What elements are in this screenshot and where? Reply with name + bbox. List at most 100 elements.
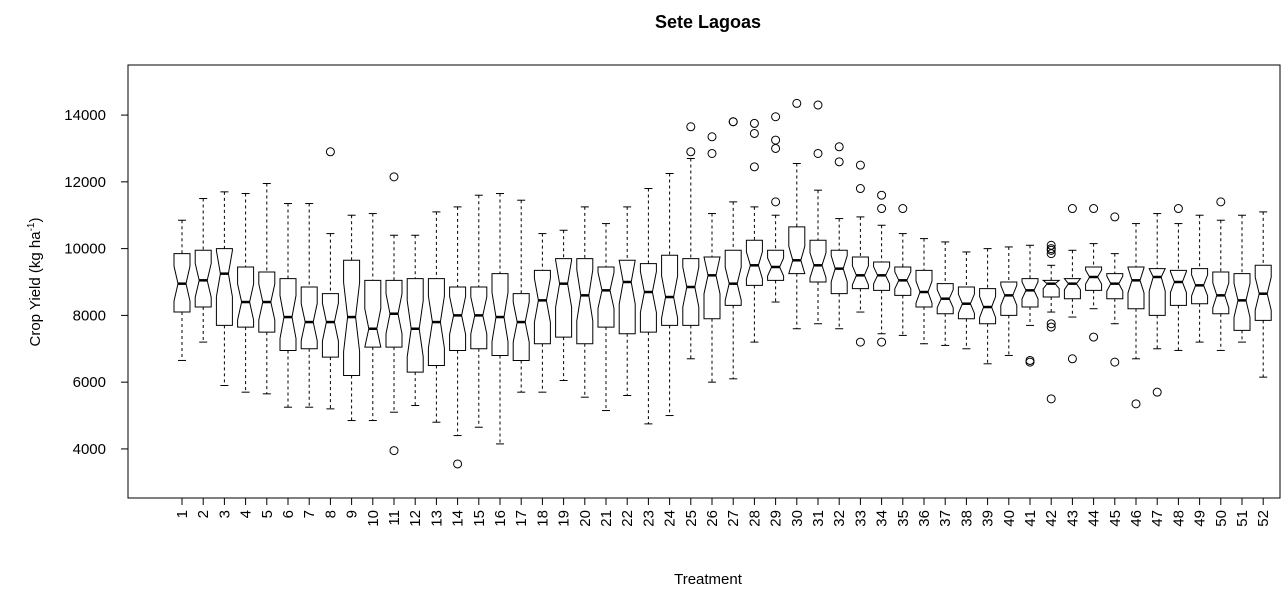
y-axis-label: Crop Yield (kg ha-1)	[26, 218, 44, 347]
box	[661, 254, 679, 326]
box	[1106, 273, 1124, 300]
x-tick-label: 10	[365, 510, 382, 527]
x-tick-label: 13	[428, 510, 445, 527]
x-tick-label: 6	[280, 510, 297, 518]
box	[364, 279, 382, 348]
box	[809, 239, 827, 283]
outlier	[1046, 394, 1056, 404]
x-tick-label: 33	[852, 510, 869, 527]
x-tick-label: 20	[577, 510, 594, 527]
box	[851, 256, 869, 290]
outlier	[792, 98, 802, 108]
box	[1169, 269, 1187, 306]
box	[682, 258, 700, 326]
x-tick-label: 50	[1213, 510, 1230, 527]
outlier	[813, 100, 823, 110]
x-tick-label: 36	[916, 510, 933, 527]
outlier	[1025, 357, 1035, 367]
x-tick-label: 42	[1043, 510, 1060, 527]
box	[1233, 273, 1251, 331]
y-label-sup: -1	[26, 222, 37, 231]
outlier	[877, 190, 887, 200]
outlier	[771, 143, 781, 153]
box	[745, 239, 763, 286]
x-tick-label: 48	[1170, 510, 1187, 527]
box	[830, 249, 848, 295]
chart-title: Sete Lagoas	[655, 12, 761, 32]
outlier	[1067, 204, 1077, 214]
x-tick-label: 2	[195, 510, 212, 518]
x-tick-label: 7	[301, 510, 318, 518]
box	[915, 269, 933, 308]
x-tick-label: 35	[895, 510, 912, 527]
outlier	[834, 157, 844, 167]
x-tick-label: 23	[640, 510, 657, 527]
y-tick-label: 4000	[73, 441, 106, 458]
x-tick-label: 45	[1107, 510, 1124, 527]
outlier	[749, 162, 759, 172]
outlier	[855, 160, 865, 170]
box	[470, 286, 488, 350]
x-tick-label: 44	[1086, 510, 1103, 527]
outlier	[749, 128, 759, 138]
box	[449, 286, 467, 351]
y-tick-label: 14000	[64, 107, 106, 124]
x-tick-label: 39	[980, 510, 997, 527]
x-tick-label: 30	[789, 510, 806, 527]
x-tick-label: 9	[344, 510, 361, 518]
outlier	[1046, 245, 1056, 255]
outlier	[1216, 197, 1226, 207]
x-tick-label: 47	[1149, 510, 1166, 527]
outlier	[1089, 204, 1099, 214]
box	[1148, 268, 1166, 316]
plot-frame	[127, 64, 1281, 499]
box	[237, 266, 255, 328]
x-tick-label: 28	[746, 510, 763, 527]
x-tick-label: 41	[1022, 510, 1039, 527]
box	[406, 278, 424, 373]
outlier	[771, 112, 781, 122]
outlier	[855, 184, 865, 194]
outlier	[1152, 387, 1162, 397]
outlier	[877, 337, 887, 347]
box	[1000, 281, 1018, 316]
outlier	[1131, 399, 1141, 409]
x-tick-label: 8	[322, 510, 339, 518]
box	[215, 248, 233, 326]
x-tick-label: 1	[174, 510, 191, 518]
y-tick-label: 8000	[73, 307, 106, 324]
outlier	[453, 459, 463, 469]
x-tick-label: 26	[704, 510, 721, 527]
outlier	[325, 147, 335, 157]
box	[788, 226, 806, 275]
box	[321, 293, 339, 358]
x-tick-label: 16	[492, 510, 509, 527]
box	[279, 278, 297, 351]
x-axis-label: Treatment	[674, 571, 743, 588]
x-tick-label: 18	[534, 510, 551, 527]
box	[1021, 278, 1039, 308]
x-tick-label: 37	[937, 510, 954, 527]
outlier	[728, 117, 738, 127]
x-tick-label: 27	[725, 510, 742, 527]
outlier	[771, 197, 781, 207]
x-tick-label: 5	[259, 510, 276, 518]
x-tick-label: 29	[768, 510, 785, 527]
x-tick-label: 32	[831, 510, 848, 527]
box	[194, 249, 212, 308]
outlier	[877, 204, 887, 214]
x-tick-label: 38	[958, 510, 975, 527]
x-tick-label: 14	[450, 510, 467, 527]
box	[618, 259, 636, 335]
outlier	[813, 148, 823, 158]
x-tick-label: 51	[1234, 510, 1251, 527]
outlier	[855, 337, 865, 347]
outlier	[389, 172, 399, 182]
y-label-end: )	[27, 218, 44, 223]
box	[597, 266, 615, 328]
outlier	[1046, 322, 1056, 332]
outlier	[686, 147, 696, 157]
box	[703, 256, 721, 320]
box	[533, 269, 551, 345]
